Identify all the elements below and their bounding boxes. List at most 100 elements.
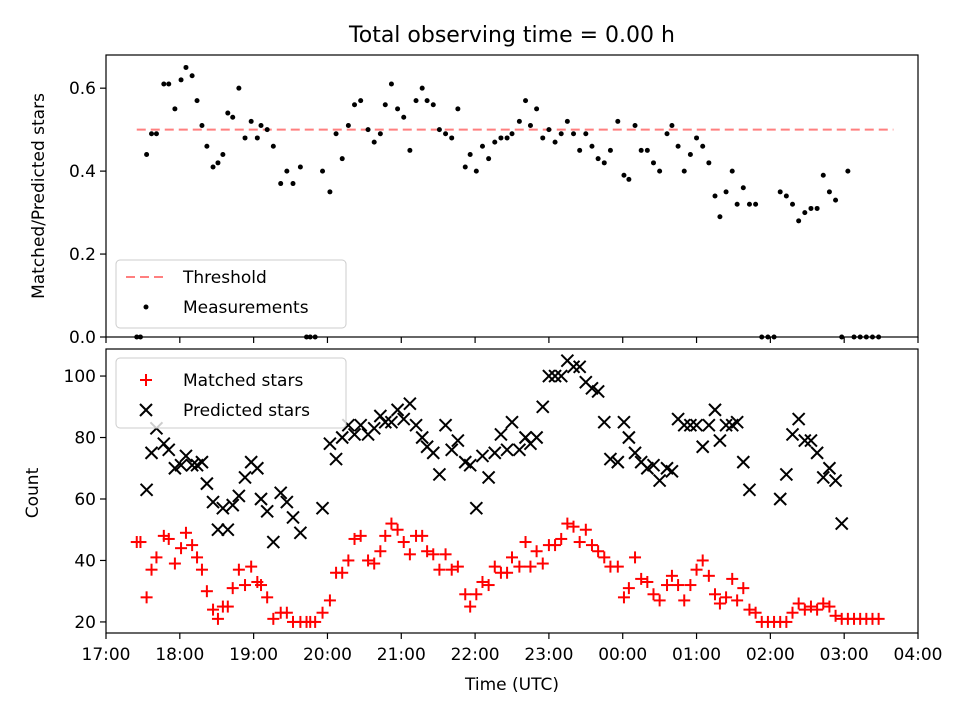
measurement-point <box>681 168 687 174</box>
matched-star-point <box>598 551 611 564</box>
predicted-star-point <box>403 397 417 411</box>
measurement-point <box>144 152 150 158</box>
matched-star-point <box>195 563 208 576</box>
matched-star-point <box>245 560 258 573</box>
predicted-legend-label: Predicted stars <box>183 401 310 421</box>
predicted-star-point <box>835 516 849 531</box>
predicted-star-point <box>597 415 611 429</box>
predicted-star-point <box>481 470 496 485</box>
predicted-star-point <box>566 360 581 374</box>
matched-star-point <box>433 563 446 576</box>
matched-star-point <box>385 517 398 530</box>
predicted-star-point <box>683 418 698 432</box>
predicted-star-point <box>438 418 453 432</box>
measurement-point <box>230 114 236 120</box>
predicted-star-point <box>378 415 392 429</box>
measurement-point <box>264 127 270 133</box>
predicted-star-point <box>238 470 252 485</box>
measurement-point <box>746 201 752 207</box>
measurement-point <box>706 160 712 166</box>
measurement-point <box>564 118 570 124</box>
predicted-star-point <box>323 436 337 451</box>
measurement-point <box>254 135 260 141</box>
predicted-star-point <box>162 443 176 457</box>
bottom-x-tick-label: 21:00 <box>377 645 426 665</box>
matched-star-point <box>342 554 355 567</box>
bottom-x-tick-label: 02:00 <box>746 645 795 665</box>
matched-star-point <box>653 594 666 607</box>
matched-star-point <box>168 557 181 570</box>
matched-star-point <box>309 615 322 628</box>
measurement-point <box>509 131 515 137</box>
measurement-point <box>657 168 663 174</box>
measurement-point <box>723 189 729 195</box>
measurement-point <box>204 143 210 149</box>
measurement-point <box>589 143 595 149</box>
bottom-x-tick-label: 20:00 <box>303 645 352 665</box>
measurement-point <box>607 147 613 153</box>
predicted-legend-marker <box>139 403 153 417</box>
bottom-panel-marks <box>130 353 885 628</box>
matched-star-point <box>536 557 549 570</box>
measurement-point <box>189 73 195 79</box>
predicted-star-point <box>463 458 477 472</box>
predicted-star-point <box>469 501 484 515</box>
top-panel-axes: 0.0 0.2 0.4 0.6 <box>69 79 919 348</box>
matched-star-point <box>482 579 495 592</box>
measurement-point <box>388 81 394 87</box>
measurement-point <box>504 135 510 141</box>
bottom-x-tick-label: 01:00 <box>672 645 721 665</box>
predicted-star-point <box>211 523 225 537</box>
measurement-point <box>583 131 589 137</box>
predicted-star-point <box>494 427 508 442</box>
measurement-point <box>358 98 364 104</box>
measurement-point <box>734 201 740 207</box>
matched-star-point <box>150 551 163 564</box>
top-panel-marks <box>134 64 894 340</box>
predicted-star-point <box>384 415 399 429</box>
matched-star-point <box>427 548 440 561</box>
matched-star-point <box>416 529 429 542</box>
measurement-point <box>199 123 205 128</box>
measurement-point <box>664 131 670 137</box>
measurement-point <box>777 189 783 195</box>
measurement-point <box>248 118 254 124</box>
measurement-point <box>210 164 216 170</box>
matched-star-point <box>391 523 404 536</box>
predicted-star-point <box>719 418 733 432</box>
predicted-star-point <box>488 446 502 460</box>
measurement-point <box>419 85 425 91</box>
measurement-point <box>729 168 735 174</box>
matched-star-point <box>140 591 153 604</box>
measurement-point <box>149 131 155 137</box>
bottom-panel-y-axis-label: Count <box>23 467 43 518</box>
matched-star-point <box>464 600 477 613</box>
measurement-point <box>401 114 407 120</box>
matched-star-point <box>579 523 592 536</box>
predicted-star-point <box>828 473 843 488</box>
predicted-star-point <box>617 415 631 429</box>
matched-star-point <box>530 545 543 558</box>
predicted-star-point <box>195 455 209 469</box>
matched-star-point <box>145 563 158 576</box>
matched-star-point <box>641 575 654 588</box>
matched-star-point <box>280 606 293 619</box>
measurement-point <box>194 98 200 104</box>
matched-star-point <box>267 612 280 625</box>
matched-star-point <box>162 532 175 545</box>
predicted-star-point <box>505 415 519 429</box>
measurement-point <box>430 102 436 108</box>
matched-star-point <box>823 600 836 613</box>
top-panel-y-axis-label: Matched/Predicted stars <box>29 93 49 299</box>
measurement-point <box>802 210 808 216</box>
top-panel-legend: Threshold Measurements <box>115 259 347 329</box>
matched-star-point <box>678 594 691 607</box>
bottom-legend-box <box>115 357 347 429</box>
matched-star-point <box>549 539 562 552</box>
matched-star-point <box>200 585 213 598</box>
matched-star-point <box>459 588 472 601</box>
bottom-y-tick-label: 20 <box>74 613 96 633</box>
measurement-point <box>161 81 167 87</box>
predicted-star-point <box>221 523 235 537</box>
predicted-star-point <box>529 430 544 445</box>
